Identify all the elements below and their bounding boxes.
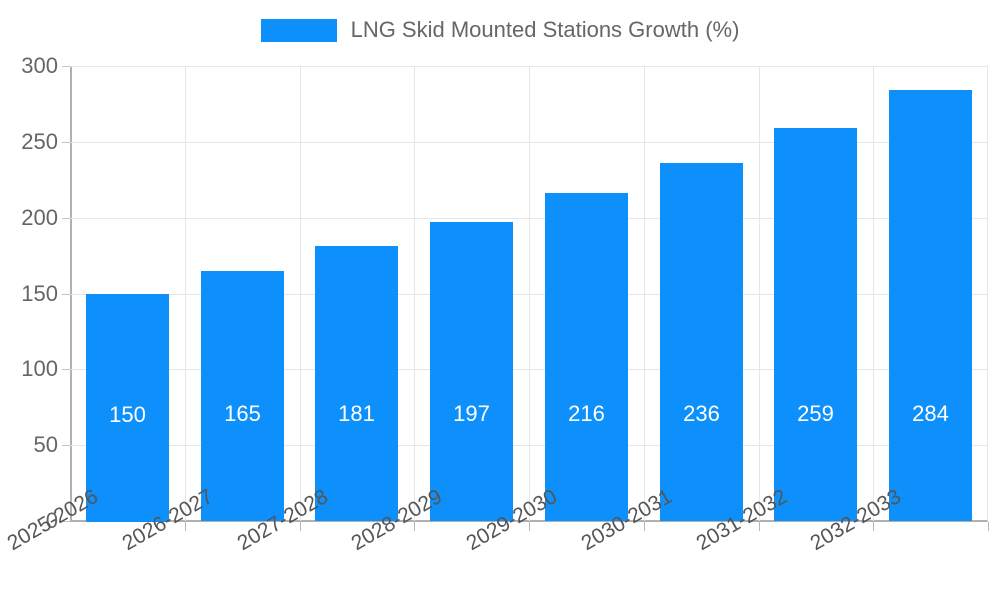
x-axis-tick-mark	[529, 522, 530, 531]
x-axis-tick-mark	[988, 522, 989, 531]
y-axis-tick-label: 100	[21, 356, 58, 382]
legend-color-swatch	[260, 18, 337, 42]
gridline-vertical	[759, 66, 760, 521]
x-axis-tick-mark	[873, 522, 874, 531]
gridline-vertical	[644, 66, 645, 521]
y-axis-tick-mark	[62, 369, 70, 371]
y-axis-tick-mark	[62, 141, 70, 143]
bar[interactable]: 181	[315, 246, 398, 521]
bar-value-label: 284	[912, 401, 949, 426]
bar[interactable]: 259	[774, 128, 857, 521]
bar-value-label: 236	[683, 401, 720, 426]
bar[interactable]: 197	[430, 222, 513, 521]
bar[interactable]: 216	[545, 193, 628, 521]
bar-value-label: 150	[109, 402, 146, 427]
x-axis-line	[70, 520, 988, 522]
y-axis-tick-mark	[62, 445, 70, 447]
plot-area: 150 165 181 197 216 236 259 284	[70, 66, 988, 522]
x-axis-tick-mark	[644, 522, 645, 531]
gridline-vertical	[300, 66, 301, 521]
y-axis-tick-label: 300	[21, 53, 58, 78]
gridline-vertical	[414, 66, 415, 521]
y-axis-tick-mark	[62, 217, 70, 219]
y-axis-tick-mark	[62, 521, 70, 522]
bar-value-label: 259	[797, 401, 834, 426]
y-axis-tick-mark	[62, 293, 70, 295]
y-axis-tick-label: 250	[21, 128, 58, 154]
y-axis-tick-label: 200	[21, 204, 58, 230]
gridline-vertical	[529, 66, 530, 521]
bar-value-label: 165	[224, 401, 261, 426]
gridline-vertical	[185, 66, 186, 521]
chart-legend: LNG Skid Mounted Stations Growth (%)	[0, 12, 1000, 48]
gridline-vertical	[873, 66, 874, 521]
bar[interactable]: 165	[201, 271, 284, 521]
bar[interactable]: 236	[660, 163, 743, 521]
x-axis-tick-mark	[414, 522, 415, 531]
x-axis-tick-mark	[300, 522, 301, 531]
x-axis-tick-mark	[185, 522, 186, 531]
bar-value-label: 216	[568, 401, 605, 426]
x-axis-tick-mark	[759, 522, 760, 531]
bar-value-label: 181	[338, 401, 375, 426]
bar-value-label: 197	[453, 401, 490, 426]
y-axis-tick-label: 150	[21, 280, 58, 306]
y-axis-tick-label: 0	[45, 508, 58, 533]
y-axis-tick-mark	[62, 66, 70, 67]
y-axis-tick-label: 50	[33, 432, 58, 458]
bar[interactable]: 150	[86, 294, 169, 522]
legend-label: LNG Skid Mounted Stations Growth (%)	[350, 17, 740, 42]
bar[interactable]: 284	[889, 90, 972, 521]
gridline-vertical	[987, 66, 988, 521]
y-axis-tick-labels: 0 50 100 150 200 250 300	[0, 0, 70, 600]
